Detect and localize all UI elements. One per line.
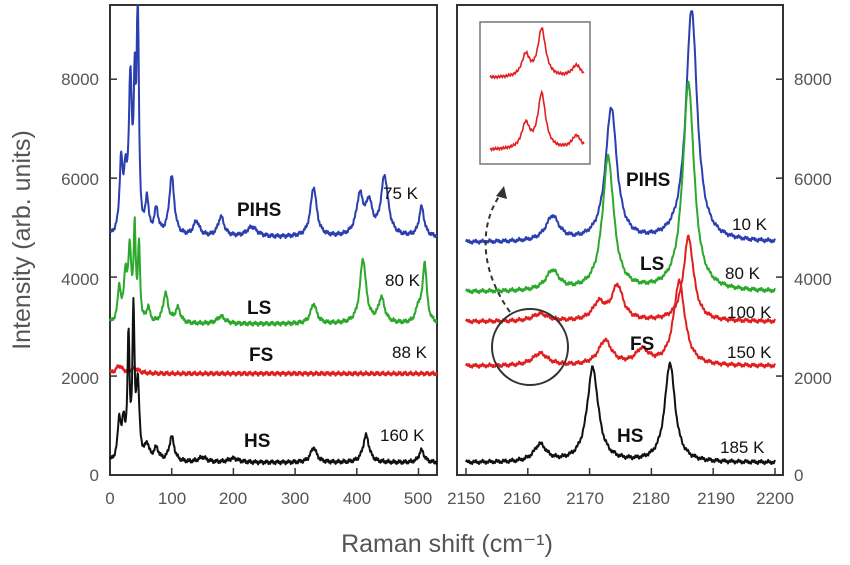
left-xtick-label: 500 bbox=[404, 489, 432, 508]
inset-spectrum-line bbox=[489, 89, 585, 152]
series-state-label: LS bbox=[247, 298, 271, 319]
highlight-circle bbox=[491, 308, 569, 386]
right-xtick-label: 2160 bbox=[503, 489, 541, 508]
series-temperature-label: 160 K bbox=[380, 426, 425, 445]
series-state-label: FS bbox=[630, 334, 654, 355]
right-axis-ticks bbox=[465, 78, 783, 476]
spectrum-line-fs-88k bbox=[109, 364, 438, 377]
right-xtick-label: 2170 bbox=[566, 489, 604, 508]
right-ytick-label: 8000 bbox=[794, 70, 832, 89]
series-temperature-label: 80 K bbox=[725, 264, 761, 283]
x-axis-label: Raman shift (cm⁻¹) bbox=[341, 530, 553, 558]
left-xtick-label: 100 bbox=[158, 489, 186, 508]
left-xtick-label: 200 bbox=[219, 489, 247, 508]
series-state-label: PIHS bbox=[626, 170, 670, 191]
series-temperature-label: 150 K bbox=[727, 343, 772, 362]
left-xtick-label: 300 bbox=[281, 489, 309, 508]
series-state-label: HS bbox=[617, 426, 643, 447]
left-ytick-label: 2000 bbox=[61, 369, 99, 388]
right-ytick-label: 2000 bbox=[794, 369, 832, 388]
right-xtick-label: 2190 bbox=[697, 489, 735, 508]
series-state-label: FS bbox=[249, 345, 273, 366]
inset-series bbox=[489, 27, 585, 152]
spectrum-line-pihs-10k bbox=[465, 10, 776, 245]
series-temperature-label: 75 K bbox=[383, 184, 419, 203]
left-panel-series bbox=[109, 4, 438, 466]
spectrum-line-hs-185k bbox=[465, 361, 776, 466]
right-ytick-label: 6000 bbox=[794, 170, 832, 189]
spectrum-line-ls-80k bbox=[109, 216, 438, 327]
spectrum-line-ls-80k bbox=[465, 80, 776, 295]
series-temperature-label: 80 K bbox=[385, 271, 421, 290]
series-temperature-label: 100 K bbox=[727, 303, 772, 322]
spectrum-line-pihs-75k bbox=[109, 4, 438, 240]
left-xtick-label: 0 bbox=[105, 489, 114, 508]
right-ytick-label: 4000 bbox=[794, 270, 832, 289]
left-ytick-label: 8000 bbox=[61, 70, 99, 89]
left-xtick-label: 400 bbox=[343, 489, 371, 508]
y-axis-label: Intensity (arb. units) bbox=[8, 130, 36, 350]
series-state-label: LS bbox=[640, 254, 664, 275]
series-temperature-label: 185 K bbox=[720, 438, 765, 457]
series-temperature-label: 88 K bbox=[392, 343, 428, 362]
right-xtick-label: 2180 bbox=[632, 489, 670, 508]
inset-frame bbox=[479, 21, 591, 165]
left-ytick-label: 0 bbox=[90, 466, 99, 485]
left-panel-frame bbox=[109, 4, 438, 476]
spectrum-line-hs-160k bbox=[109, 297, 438, 466]
right-xtick-label: 2200 bbox=[756, 489, 794, 508]
left-ytick-label: 6000 bbox=[61, 170, 99, 189]
inset-spectrum-line bbox=[489, 27, 585, 80]
right-ytick-label: 0 bbox=[794, 466, 803, 485]
left-ytick-label: 4000 bbox=[61, 270, 99, 289]
series-temperature-label: 10 K bbox=[732, 215, 768, 234]
right-xtick-label: 2150 bbox=[447, 489, 485, 508]
spectrum-line-unlabeled-100k bbox=[465, 234, 776, 325]
right-panel-series bbox=[465, 10, 776, 466]
inset-arrow-head bbox=[496, 186, 507, 199]
series-state-label: HS bbox=[244, 431, 270, 452]
spectrum-line-fs-150k bbox=[465, 278, 776, 369]
series-state-label: PIHS bbox=[237, 200, 281, 221]
left-axis-ticks bbox=[109, 78, 420, 476]
